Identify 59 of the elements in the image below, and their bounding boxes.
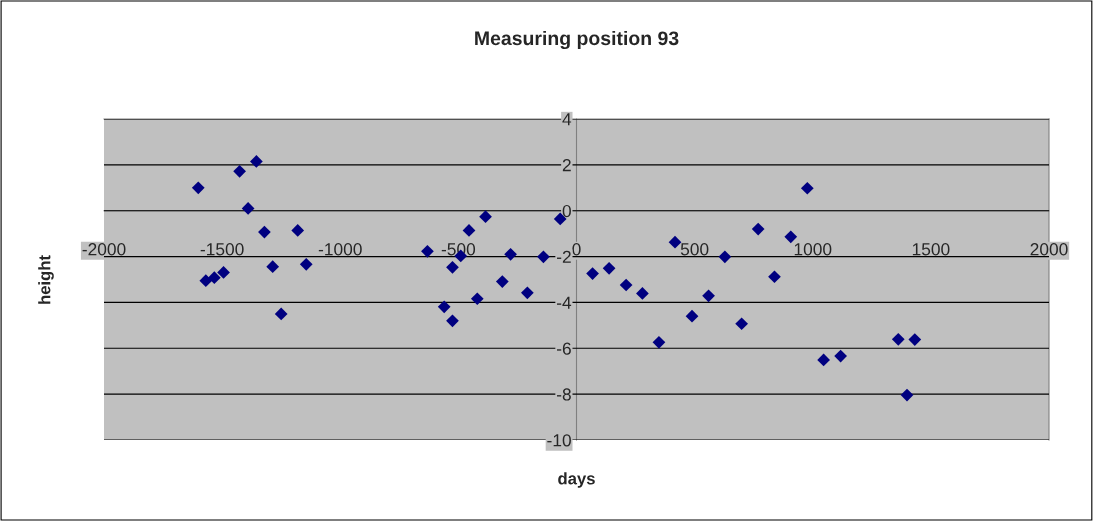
point [735,317,748,331]
point [668,235,682,249]
y-tick-label: -8 [556,388,571,401]
y-tick-label: 4 [562,113,572,126]
point [504,247,517,261]
point [437,300,451,314]
x-tick-label: -1500 [200,243,244,256]
point [900,388,914,402]
x-tick-label: 1500 [912,243,950,256]
point [421,244,434,258]
point [891,332,905,346]
x-tick-label: 2000 [1030,243,1068,256]
y-axis-title: height [38,255,54,304]
point [586,267,599,280]
y-tick-label: 0 [562,204,571,218]
point [817,353,830,367]
point [800,181,814,195]
point [446,314,459,328]
point [537,250,550,264]
point [619,278,633,292]
point [834,349,847,363]
point [495,275,509,288]
chart-title: Measuring position 93 [475,30,679,50]
point [652,335,666,349]
point [908,333,922,346]
point [718,250,732,264]
point [241,202,255,215]
point [207,271,221,285]
x-tick-label: -2000 [82,243,126,256]
point [768,270,781,284]
y-tick-label: -6 [556,342,571,355]
x-tick-label: -1000 [318,243,362,256]
point [217,266,230,279]
point [751,222,765,236]
point [784,230,798,244]
point [199,274,213,288]
x-tick-label: 0 [572,243,581,256]
y-tick-label: -4 [556,296,572,309]
x-tick-label: 1000 [794,243,832,256]
y-tick-label: 2 [562,159,571,172]
point [685,309,699,323]
point [702,289,715,303]
point [191,181,205,195]
x-tick-label: 500 [680,243,709,256]
point [470,292,484,306]
point [299,258,313,271]
point [636,287,649,300]
point [479,210,492,224]
point [266,260,280,274]
x-axis-title: days [558,472,595,488]
point [274,307,288,321]
point [250,155,263,168]
y-tick-label: -10 [547,434,571,447]
y-tick-label: -2 [556,250,571,263]
point [233,164,246,178]
point [291,224,305,237]
point [446,260,459,274]
point [602,261,616,275]
point [521,286,534,300]
